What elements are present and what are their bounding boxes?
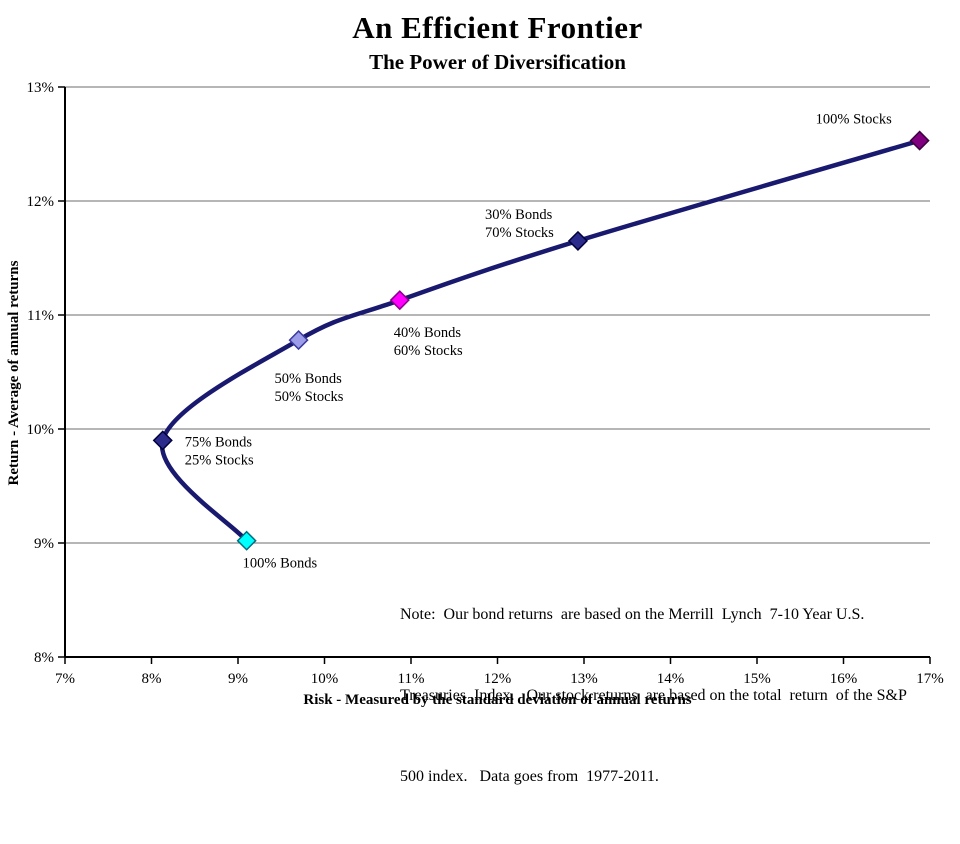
marker-40-bonds-60-stocks xyxy=(389,290,410,311)
y-tick-label: 10% xyxy=(27,422,55,438)
x-tick-label: 13% xyxy=(570,671,598,687)
label-30-bonds-70-stocks: 30% Bonds 70% Stocks xyxy=(485,207,554,241)
x-tick-label: 16% xyxy=(830,671,858,687)
x-tick-label: 9% xyxy=(228,671,248,687)
x-axis-title: Risk - Measured by the standard deviatio… xyxy=(303,692,692,708)
marker-100-stocks xyxy=(909,130,930,151)
label-100-stocks: 100% Stocks xyxy=(816,112,892,128)
marker-100-bonds xyxy=(236,530,257,551)
marker-75-bonds-25-stocks xyxy=(152,430,173,451)
marker-50-bonds-50-stocks xyxy=(288,330,309,351)
note-line-1: Note: Our bond returns are based on the … xyxy=(400,606,865,623)
chart-subtitle: The Power of Diversification xyxy=(369,50,626,74)
note-line-2: Treasuries Index. Our stock returns are … xyxy=(400,687,907,704)
y-tick-label: 13% xyxy=(27,80,55,96)
x-tick-label: 11% xyxy=(398,671,425,687)
y-tick-label: 9% xyxy=(34,536,54,552)
x-tick-label: 7% xyxy=(55,671,75,687)
chart-title: An Efficient Frontier xyxy=(352,10,643,45)
y-tick-label: 12% xyxy=(27,194,55,210)
note-text: Note: Our bond returns are based on the … xyxy=(400,547,907,844)
x-tick-label: 10% xyxy=(311,671,339,687)
x-tick-label: 15% xyxy=(743,671,771,687)
y-tick-label: 8% xyxy=(34,650,54,666)
x-tick-label: 14% xyxy=(657,671,685,687)
y-tick-label: 11% xyxy=(27,308,54,324)
marker-30-bonds-70-stocks xyxy=(567,230,589,251)
label-50-bonds-50-stocks: 50% Bonds 50% Stocks xyxy=(275,371,344,405)
y-axis-title: Return - Average of annual returns xyxy=(6,260,22,486)
label-100-bonds: 100% Bonds xyxy=(243,556,318,572)
label-75-bonds-25-stocks: 75% Bonds 25% Stocks xyxy=(185,434,254,468)
note-line-3: 500 index. Data goes from 1977-2011. xyxy=(400,768,659,785)
efficient-frontier-plot: 8%9%10%11%12%13%7% 8% 9% 10% 11% 12% 13% 14% 15%… xyxy=(27,80,944,687)
x-tick-label: 12% xyxy=(484,671,512,687)
label-40-bonds-60-stocks: 40% Bonds 60% Stocks xyxy=(394,325,463,359)
x-tick-label: 8% xyxy=(142,671,162,687)
efficient-frontier-slide: 8% 9% 10% 11% 12% 13% 7% 8% 9% 10% 11% 12% 13% 14% 15%… xyxy=(6,10,944,785)
x-tick-label: 17% xyxy=(916,671,944,687)
